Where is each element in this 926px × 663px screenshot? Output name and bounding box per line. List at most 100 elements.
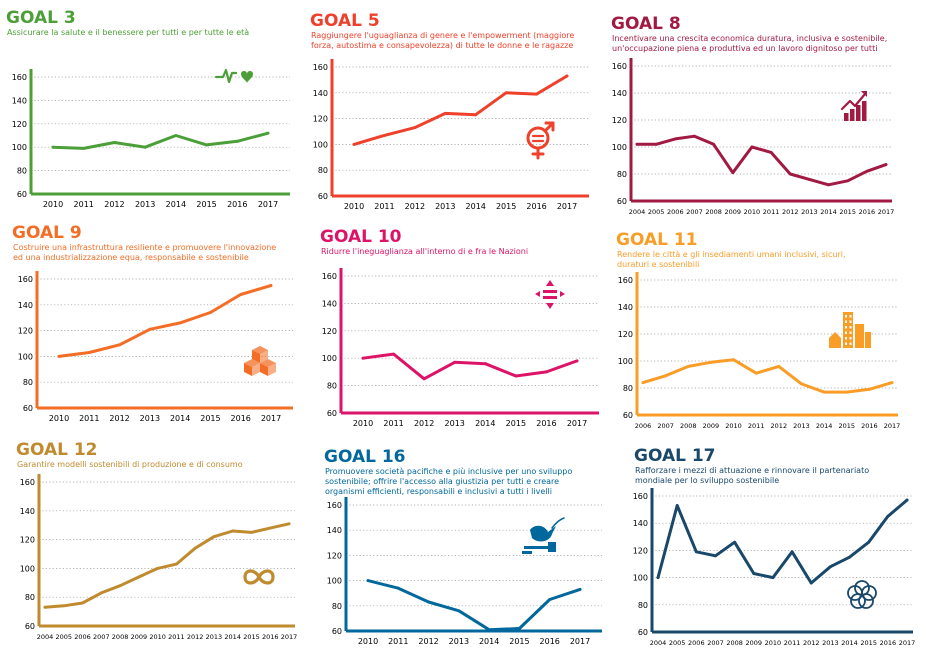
data-point (807, 178, 811, 181)
infinity-icon (243, 569, 275, 585)
data-point (118, 584, 122, 588)
y-tick-label: 60 (617, 197, 627, 206)
dove-gavel-icon (522, 517, 565, 554)
data-point (548, 598, 552, 601)
x-tick-label: 2011 (374, 202, 394, 211)
x-tick-label: 2007 (657, 422, 674, 430)
data-point (148, 327, 152, 331)
data-point (714, 554, 717, 558)
x-tick-label: 2017 (281, 633, 298, 641)
goal-17-title: GOAL 17 (634, 446, 716, 466)
x-tick-label: 2016 (861, 422, 878, 430)
goal-5-subtitle-line: forza, autostima e consapevolezza) di tu… (311, 41, 573, 50)
y-tick-label: 140 (633, 519, 648, 528)
y-tick-label: 80 (17, 167, 27, 176)
data-point (483, 362, 487, 366)
data-point (822, 390, 826, 394)
data-point (800, 382, 803, 386)
y-tick-label: 140 (12, 96, 27, 105)
data-point (487, 628, 491, 632)
goal-8-panel: GOAL 8 Incentivare una crescita economica… (609, 11, 917, 230)
x-tick-label: 2014 (841, 639, 858, 647)
y-tick-label: 100 (18, 352, 33, 361)
data-point (287, 522, 291, 526)
goal-10-panel: GOAL 10 Ridurre l'ineguaglianza all'inter… (318, 224, 626, 443)
x-tick-label: 2008 (112, 633, 129, 641)
heartbeat-icon (214, 68, 253, 84)
goal-16-title: GOAL 16 (324, 447, 406, 467)
data-point (269, 284, 273, 287)
y-tick-label: 60 (23, 404, 33, 413)
partnership-rings-icon (847, 580, 877, 609)
y-tick-label: 80 (638, 601, 648, 610)
y-tick-label: 120 (322, 327, 337, 336)
data-point (732, 358, 735, 362)
data-point (865, 169, 869, 173)
y-tick-label: 140 (18, 301, 33, 310)
series-line (361, 352, 579, 381)
data-point (383, 133, 386, 137)
y-tick-label: 60 (25, 622, 35, 631)
y-tick-label: 160 (322, 272, 337, 281)
x-tick-label: 2014 (166, 200, 186, 209)
x-tick-label: 2015 (839, 208, 856, 216)
goal-17-panel: GOAL 17 Rafforzare i mezzi di attuazione … (632, 443, 926, 662)
data-point (392, 352, 395, 356)
goal-10-subtitle-line: Ridurre l'ineguaglianza all'interno di e… (321, 247, 528, 256)
x-tick-label: 2011 (168, 633, 185, 641)
x-tick-label: 2012 (771, 422, 788, 430)
data-point (205, 143, 208, 147)
x-tick-label: 2007 (93, 633, 110, 641)
y-tick-label: 80 (23, 378, 33, 387)
x-tick-label: 2006 (667, 208, 684, 216)
data-point (118, 343, 121, 347)
data-point (890, 381, 894, 384)
goal-12-panel: GOAL 12 Garantire modelli sostenibili di … (14, 437, 322, 656)
x-tick-label: 2010 (344, 202, 364, 211)
series-line (352, 74, 569, 146)
goal-8-subtitle-line: Incentivare una crescita economica durat… (612, 34, 887, 43)
data-point (754, 371, 758, 375)
data-point (174, 134, 178, 137)
data-point (235, 139, 239, 143)
data-point (266, 131, 270, 135)
y-tick-label: 140 (327, 526, 342, 535)
x-tick-label: 2010 (765, 639, 782, 647)
x-tick-label: 2006 (74, 633, 91, 641)
goal-9-subtitle-line: ed una industrializzazione equa, respons… (13, 253, 249, 262)
x-tick-label: 2017 (258, 200, 278, 209)
x-tick-label: 2011 (763, 208, 780, 216)
x-tick-label: 2012 (187, 633, 204, 641)
y-tick-label: 100 (12, 143, 27, 152)
data-point (453, 360, 457, 364)
x-tick-label: 2014 (170, 414, 190, 423)
x-tick-label: 2015 (200, 414, 220, 423)
y-tick-label: 120 (633, 546, 648, 555)
x-tick-label: 2016 (540, 637, 560, 646)
x-tick-label: 2006 (688, 639, 705, 647)
data-point (209, 311, 212, 314)
y-tick-label: 120 (327, 551, 342, 560)
data-point (518, 627, 521, 630)
y-tick-label: 140 (322, 299, 337, 308)
data-point (752, 572, 756, 575)
x-tick-label: 2017 (878, 208, 895, 216)
data-point (474, 113, 478, 117)
x-tick-label: 2012 (803, 639, 820, 647)
goal-16-subtitle-line: Promuovere società pacifiche e più inclu… (325, 467, 572, 476)
data-point (156, 567, 160, 570)
x-tick-label: 2016 (227, 200, 247, 209)
x-tick-label: 2010 (358, 637, 378, 646)
y-tick-label: 140 (618, 303, 633, 312)
y-tick-label: 80 (623, 384, 633, 393)
x-tick-label: 2016 (262, 633, 279, 641)
goal-3-subtitle-line: Assicurare la salute e il benessere per … (7, 28, 249, 37)
goal-5-title: GOAL 5 (310, 11, 380, 31)
data-point (777, 365, 781, 368)
goal-17-subtitle-line: mondiale per lo sviluppo sostenibile (635, 476, 779, 485)
x-tick-label: 2015 (243, 633, 260, 641)
x-tick-label: 2011 (74, 200, 94, 209)
x-tick-label: 2004 (650, 639, 667, 647)
